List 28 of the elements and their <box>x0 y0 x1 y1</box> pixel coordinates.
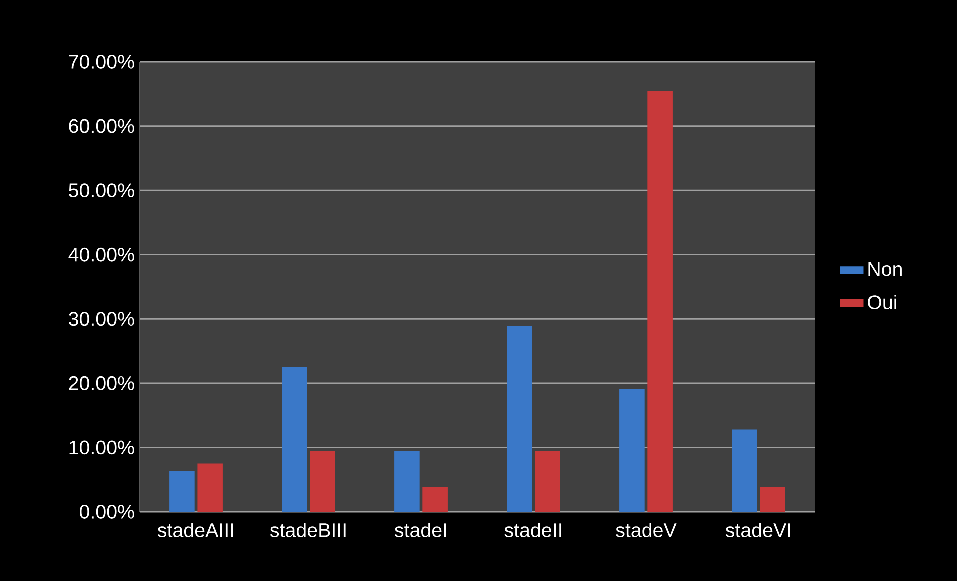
y-tick-label: 50.00% <box>69 184 134 198</box>
y-tick-label: 0.00% <box>80 505 134 519</box>
y-tick-label: 40.00% <box>68 248 134 262</box>
x-tick-label: stadeBIII <box>270 522 346 538</box>
bar <box>760 488 786 512</box>
x-tick-label: stadeII <box>504 522 562 538</box>
x-tick-label: stadeI <box>394 522 446 538</box>
bar <box>732 430 758 512</box>
bar <box>535 452 560 512</box>
bar <box>394 452 420 512</box>
legend-label: Non <box>868 262 902 276</box>
legend-label: Oui <box>868 295 896 310</box>
bar <box>648 92 673 512</box>
bar <box>422 488 448 512</box>
bar <box>198 464 223 512</box>
x-tick-label: stadeV <box>616 522 677 538</box>
y-tick-label: 60.00% <box>69 119 134 134</box>
x-tick-label: stadeVI <box>726 522 790 538</box>
bar <box>170 471 195 512</box>
y-tick-label: 10.00% <box>70 440 134 455</box>
x-tick-label: stadeAIII <box>158 522 234 538</box>
y-tick-label: 20.00% <box>69 376 134 390</box>
y-tick-label: 30.00% <box>69 312 134 326</box>
bar <box>282 367 308 512</box>
y-tick-label: 70.00% <box>69 55 134 69</box>
bar <box>507 326 532 512</box>
bar <box>620 389 645 512</box>
bar <box>310 452 336 512</box>
